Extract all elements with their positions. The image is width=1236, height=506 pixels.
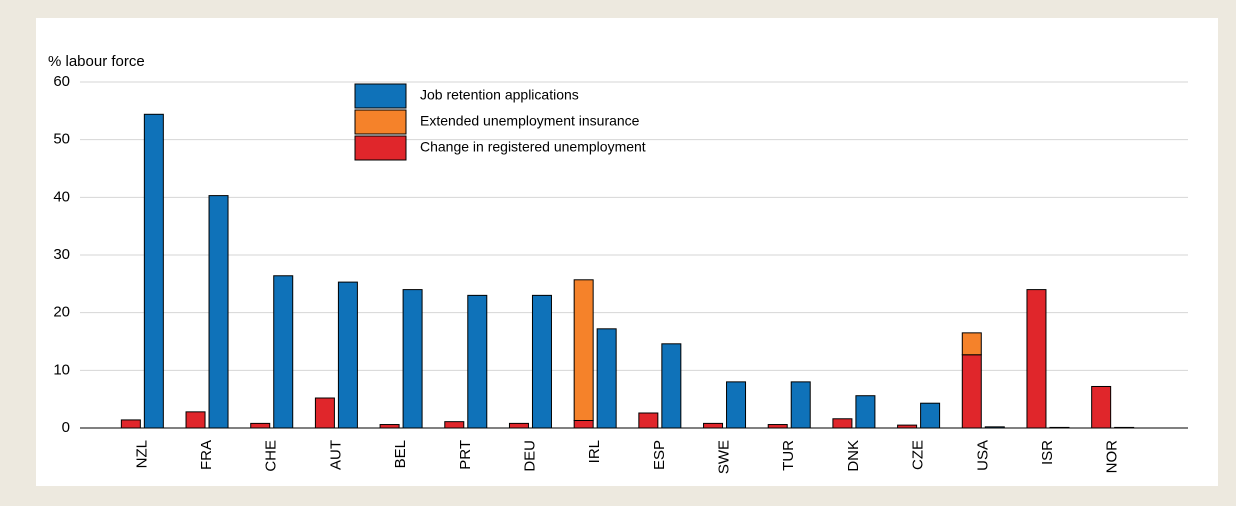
bar — [573, 420, 594, 429]
bar — [120, 419, 141, 429]
x-tick-label: NZL — [133, 440, 150, 468]
x-tick-label: TUR — [780, 440, 797, 471]
bar — [897, 424, 918, 429]
bar — [1091, 385, 1112, 429]
x-tick-label: ESP — [651, 440, 668, 470]
bar — [273, 275, 294, 429]
x-tick-label: DNK — [845, 440, 862, 472]
bar — [314, 397, 335, 429]
legend-label: Change in registered unemployment — [420, 139, 646, 155]
y-tick-label: 60 — [53, 73, 70, 90]
bar — [961, 332, 982, 356]
bar — [920, 402, 941, 429]
y-tick-label: 40 — [53, 188, 70, 205]
bar — [402, 289, 423, 429]
bar — [855, 395, 876, 429]
legend-label: Job retention applications — [420, 87, 579, 103]
bar — [961, 354, 982, 429]
x-tick-label: NOR — [1104, 440, 1121, 474]
legend-swatch — [354, 135, 407, 161]
x-tick-label: SWE — [716, 440, 733, 474]
bar — [467, 294, 488, 429]
x-tick-label: PRT — [457, 440, 474, 470]
bar — [726, 381, 747, 429]
x-tick-label: CZE — [910, 440, 927, 470]
x-tick-label: IRL — [586, 440, 603, 463]
x-tick-label: USA — [974, 440, 991, 471]
legend-swatch — [354, 83, 407, 109]
y-tick-label: 30 — [53, 246, 70, 263]
x-tick-label: FRA — [198, 440, 215, 470]
x-tick-label: ISR — [1039, 440, 1056, 465]
y-axis-title: % labour force — [48, 53, 145, 70]
bar — [185, 411, 206, 429]
bar — [379, 424, 400, 429]
bar — [638, 412, 659, 429]
x-tick-label: BEL — [392, 440, 409, 468]
legend-label: Extended unemployment insurance — [420, 113, 640, 129]
bar — [703, 422, 724, 429]
bar — [832, 418, 853, 429]
bar — [596, 328, 617, 429]
legend-swatch — [354, 109, 407, 135]
y-tick-label: 10 — [53, 361, 70, 378]
x-tick-label: CHE — [263, 440, 280, 472]
y-tick-label: 0 — [62, 419, 70, 436]
bar — [444, 421, 465, 429]
bar — [1049, 426, 1070, 429]
y-tick-label: 50 — [53, 131, 70, 148]
bar — [984, 426, 1005, 429]
bar — [208, 195, 229, 429]
bar — [1114, 426, 1135, 429]
bar — [790, 381, 811, 429]
bar — [767, 424, 788, 429]
bar — [143, 113, 164, 429]
bar — [661, 343, 682, 429]
x-tick-label: AUT — [327, 440, 344, 470]
bar — [1026, 289, 1047, 429]
bar — [337, 281, 358, 429]
bar — [573, 279, 594, 422]
y-tick-label: 20 — [53, 304, 70, 321]
chart-background — [36, 18, 1218, 486]
bar — [250, 422, 271, 429]
bar — [508, 422, 529, 429]
bar — [531, 294, 552, 429]
x-tick-label: DEU — [521, 440, 538, 472]
